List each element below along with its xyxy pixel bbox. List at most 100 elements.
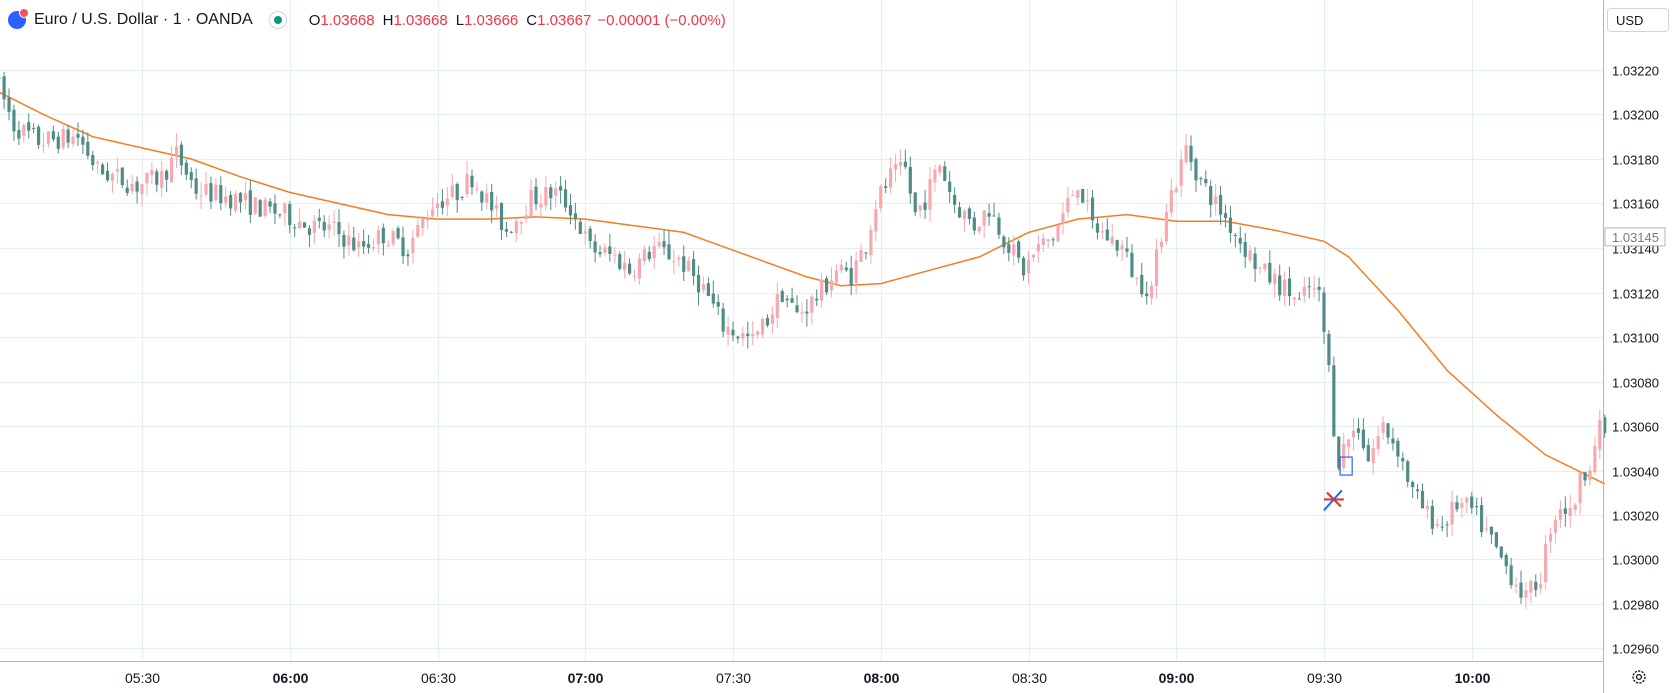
- open-label: O: [308, 11, 321, 29]
- candle-down: [278, 214, 282, 216]
- symbol-legend[interactable]: Euro / U.S. Dollar · 1 · OANDA O 1.03668 …: [8, 8, 726, 31]
- candle-up: [495, 205, 499, 209]
- candle-down: [12, 109, 16, 132]
- candle-up: [637, 258, 642, 279]
- selection-box[interactable]: [1339, 456, 1353, 476]
- candle-down: [559, 186, 563, 191]
- candle-down: [36, 126, 41, 145]
- candle-down: [549, 187, 553, 199]
- candle-up: [421, 218, 425, 229]
- candle-up: [514, 221, 518, 234]
- candle-up: [41, 145, 46, 147]
- candle-down: [1509, 565, 1513, 586]
- candle-down: [1233, 234, 1237, 236]
- drawing-marker[interactable]: [1323, 456, 1353, 512]
- candle-down: [184, 162, 188, 175]
- settings-gear-icon[interactable]: [1630, 668, 1648, 686]
- candle-down: [736, 336, 740, 339]
- time-axis[interactable]: 05:30 06:00 06:30 07:00 07:30 08:00 08:30 09:00…: [125, 670, 1491, 686]
- candle-down: [948, 181, 952, 192]
- candle-up: [544, 187, 548, 206]
- candle-down: [7, 97, 11, 112]
- candle-up: [1435, 523, 1439, 526]
- candle-up: [1263, 263, 1267, 270]
- candle-up: [687, 260, 691, 272]
- time-tick-label: 08:00: [864, 670, 900, 686]
- candle-up: [613, 254, 617, 256]
- candle-up: [1529, 581, 1533, 593]
- candle-up: [312, 220, 316, 233]
- candle-up: [465, 173, 469, 195]
- candle-down: [1391, 438, 1395, 444]
- candle-up: [1312, 288, 1316, 290]
- candle-down: [0, 77, 1, 79]
- currency-selector[interactable]: USD: [1607, 8, 1669, 32]
- candle-up: [430, 209, 435, 217]
- candle-up: [391, 231, 395, 245]
- price-tick-label: 1.03020: [1612, 509, 1659, 524]
- candle-up: [962, 210, 967, 220]
- candle-down: [534, 186, 538, 205]
- candle-up: [583, 231, 587, 234]
- candle-down: [849, 267, 853, 286]
- candle-down: [696, 274, 701, 293]
- candle-down: [765, 317, 770, 326]
- price-tick-label: 1.03040: [1612, 465, 1659, 480]
- price-tick-label: 1.03200: [1612, 108, 1659, 123]
- candle-down: [194, 178, 198, 194]
- candle-up: [760, 319, 765, 335]
- candle-up: [485, 193, 489, 203]
- candle-down: [618, 254, 622, 269]
- current-price-label: 1.03145: [1612, 230, 1659, 245]
- candle-up: [1460, 502, 1464, 508]
- candle-down: [1396, 440, 1400, 457]
- candle-down: [1243, 242, 1247, 257]
- candle-up: [1553, 519, 1558, 533]
- candle-up: [145, 172, 149, 184]
- candle-down: [490, 191, 494, 211]
- candle-down: [342, 234, 346, 247]
- candle-up: [224, 196, 228, 203]
- candle-down: [1475, 506, 1479, 508]
- candle-down: [1081, 188, 1085, 203]
- symbol-title[interactable]: Euro / U.S. Dollar · 1 · OANDA: [34, 11, 253, 28]
- candle-up: [869, 229, 873, 256]
- candle-up: [263, 199, 267, 216]
- candle-up: [1371, 448, 1375, 464]
- candle-down: [1090, 197, 1095, 221]
- candle-down: [824, 278, 829, 293]
- candles-layer: [0, 71, 1607, 610]
- candle-down: [987, 213, 991, 217]
- candle-down: [1189, 145, 1193, 163]
- candle-up: [623, 262, 627, 270]
- candle-down: [302, 222, 307, 228]
- candle-down: [268, 201, 272, 207]
- candle-up: [1578, 472, 1582, 504]
- candle-up: [376, 230, 380, 245]
- candle-down: [1287, 278, 1292, 297]
- candle-down: [1406, 461, 1410, 482]
- candle-down: [1415, 489, 1420, 492]
- candle-down: [706, 283, 710, 297]
- candle-up: [854, 260, 858, 283]
- price-axis[interactable]: 1.032201.032001.031801.031601.031401.031…: [1604, 64, 1666, 657]
- candle-up: [1026, 259, 1031, 274]
- candle-down: [1317, 286, 1321, 290]
- candle-up: [475, 188, 479, 190]
- candle-down: [1332, 365, 1336, 437]
- candle-up: [1056, 225, 1060, 242]
- candle-up: [1524, 590, 1528, 598]
- candle-down: [1361, 429, 1365, 449]
- candle-down: [903, 161, 907, 167]
- candle-down: [588, 228, 592, 242]
- candle-up: [327, 224, 331, 231]
- candle-up: [1283, 279, 1287, 297]
- candle-down: [593, 241, 597, 253]
- candle-up: [603, 247, 607, 253]
- candle-down: [1327, 334, 1331, 366]
- candle-down: [1268, 262, 1272, 283]
- candle-down: [908, 166, 912, 194]
- market-status-icon[interactable]: [268, 11, 287, 29]
- time-tick-label: 05:30: [125, 670, 160, 686]
